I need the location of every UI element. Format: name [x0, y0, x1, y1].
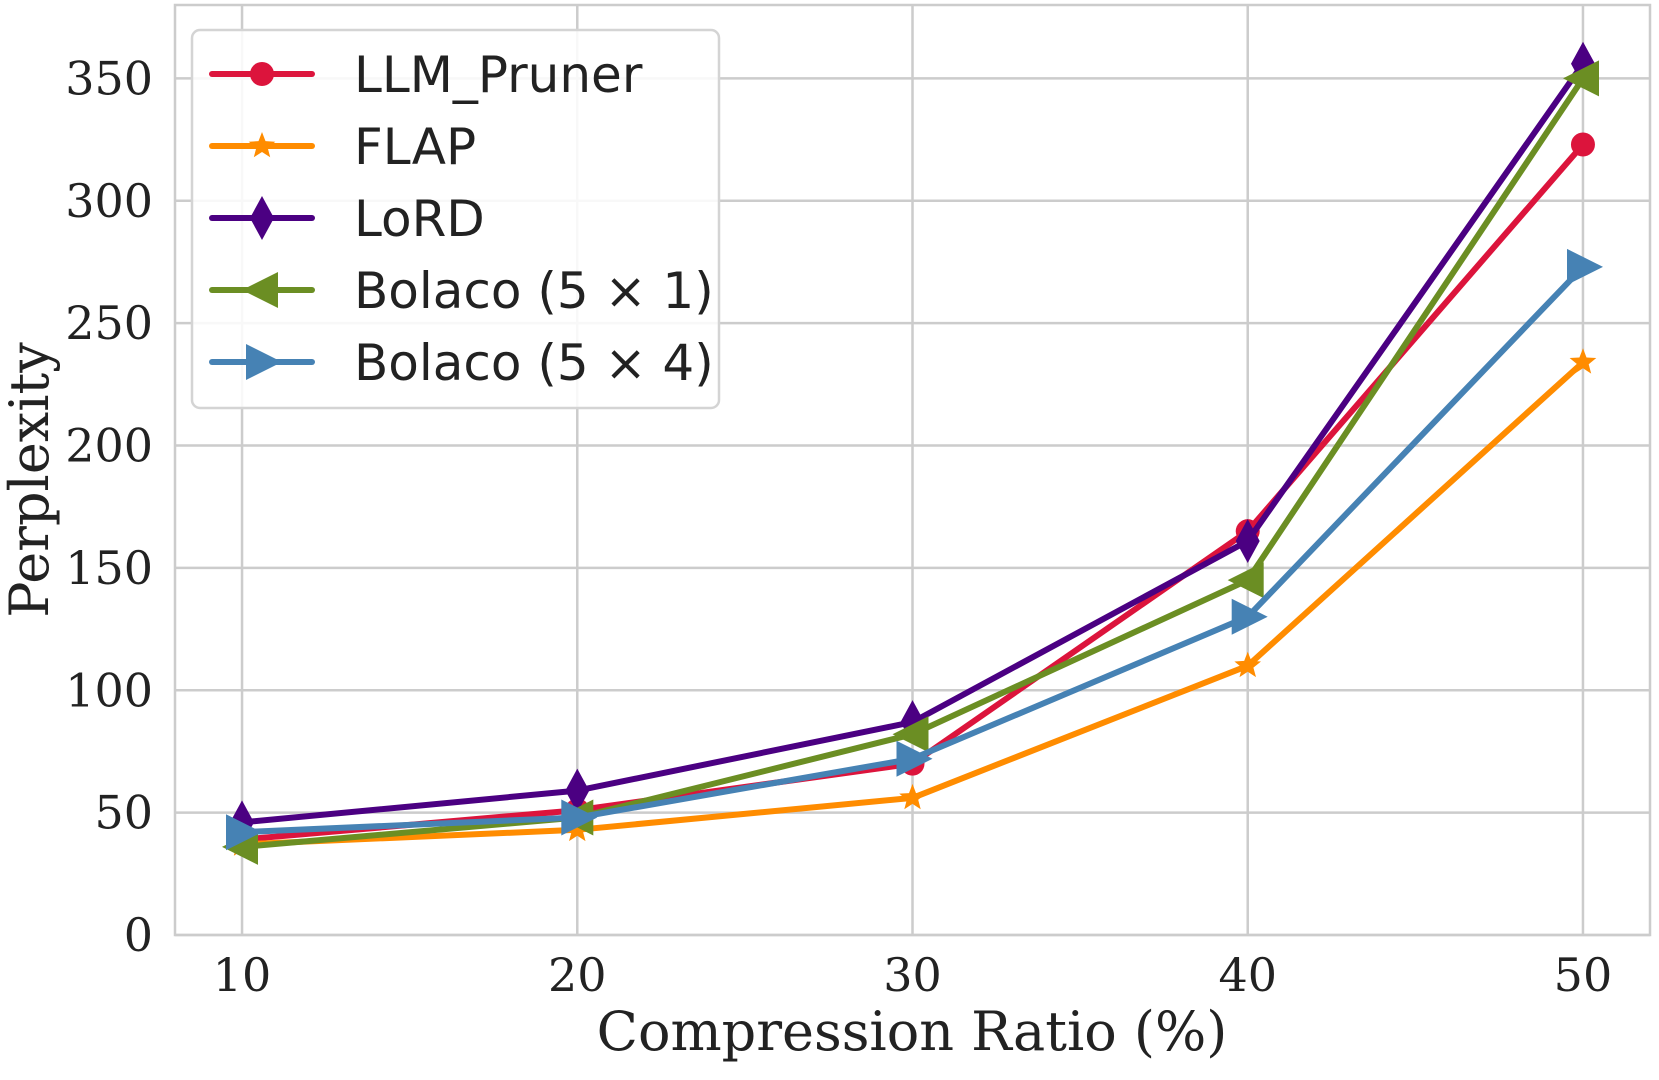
legend-marker [250, 62, 274, 86]
x-tick-label: 10 [213, 948, 272, 1002]
data-point [1570, 132, 1595, 157]
data-point [561, 799, 598, 836]
y-tick-label: 200 [65, 419, 153, 473]
legend-label: Bolaco (5 × 4) [354, 334, 714, 392]
legend: LLM_Pruner FLAP LoRD Bolaco (5 × 1) Bolaco (… [190, 28, 721, 410]
y-tick-label: 100 [65, 663, 153, 717]
plot-frame [173, 3, 1652, 937]
x-tick-label: 20 [548, 948, 607, 1002]
y-tick-label: 300 [65, 174, 153, 228]
x-axis-label: Compression Ratio (%) [597, 1000, 1228, 1063]
data-point [564, 815, 591, 842]
y-tick-label: 250 [65, 296, 153, 350]
y-tick-label: 350 [65, 51, 153, 105]
legend-item: FLAP [209, 118, 476, 176]
y-tick-label: 150 [65, 541, 153, 595]
x-tick-label: 40 [1218, 948, 1277, 1002]
series-layer [222, 41, 1603, 865]
legend-item: LLM_Pruner [209, 46, 643, 104]
data-point [226, 814, 262, 851]
legend-item: Bolaco (5 × 4) [209, 334, 714, 392]
y-tick-label: 50 [94, 786, 153, 840]
data-point [896, 740, 933, 777]
series-4 [226, 248, 1603, 851]
legend-marker [248, 132, 276, 158]
data-point [892, 716, 929, 753]
y-tick-label: 0 [124, 908, 153, 962]
data-point [1234, 651, 1261, 678]
data-point [565, 768, 590, 813]
legend-label: LoRD [354, 190, 485, 248]
data-point [1231, 598, 1268, 635]
data-point [899, 783, 926, 810]
data-point [1569, 348, 1597, 374]
x-tick-label: 50 [1554, 948, 1613, 1002]
legend-label: Bolaco (5 × 1) [354, 262, 714, 320]
data-point [1235, 519, 1260, 563]
x-tick-label: 30 [883, 948, 942, 1002]
y-axis-label: Perplexity [0, 342, 61, 618]
legend-item: LoRD [209, 190, 485, 248]
legend-item: Bolaco (5 × 1) [209, 262, 714, 320]
legend-label: FLAP [354, 118, 476, 176]
legend-marker [250, 196, 274, 240]
legend-marker [246, 344, 282, 380]
data-point [1227, 562, 1264, 599]
data-point [1563, 60, 1599, 97]
legend-label: LLM_Pruner [354, 46, 643, 104]
legend-box [190, 28, 721, 410]
tick-labels: 10 20 30 40 50 0 50 100 150 200 250 300 350 [65, 51, 1612, 1002]
data-point [1567, 248, 1603, 285]
legend-marker [242, 272, 278, 308]
